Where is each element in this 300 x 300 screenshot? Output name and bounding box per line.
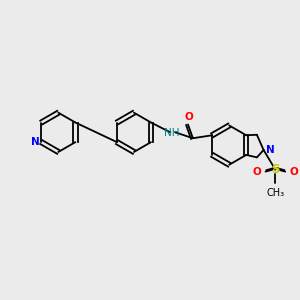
Text: N: N: [266, 145, 274, 155]
Text: O: O: [184, 112, 193, 122]
Text: S: S: [271, 163, 280, 176]
Text: CH₃: CH₃: [266, 188, 284, 198]
Text: O: O: [253, 167, 262, 177]
Text: NH: NH: [164, 128, 179, 138]
Text: O: O: [289, 167, 298, 177]
Text: N: N: [31, 137, 39, 147]
